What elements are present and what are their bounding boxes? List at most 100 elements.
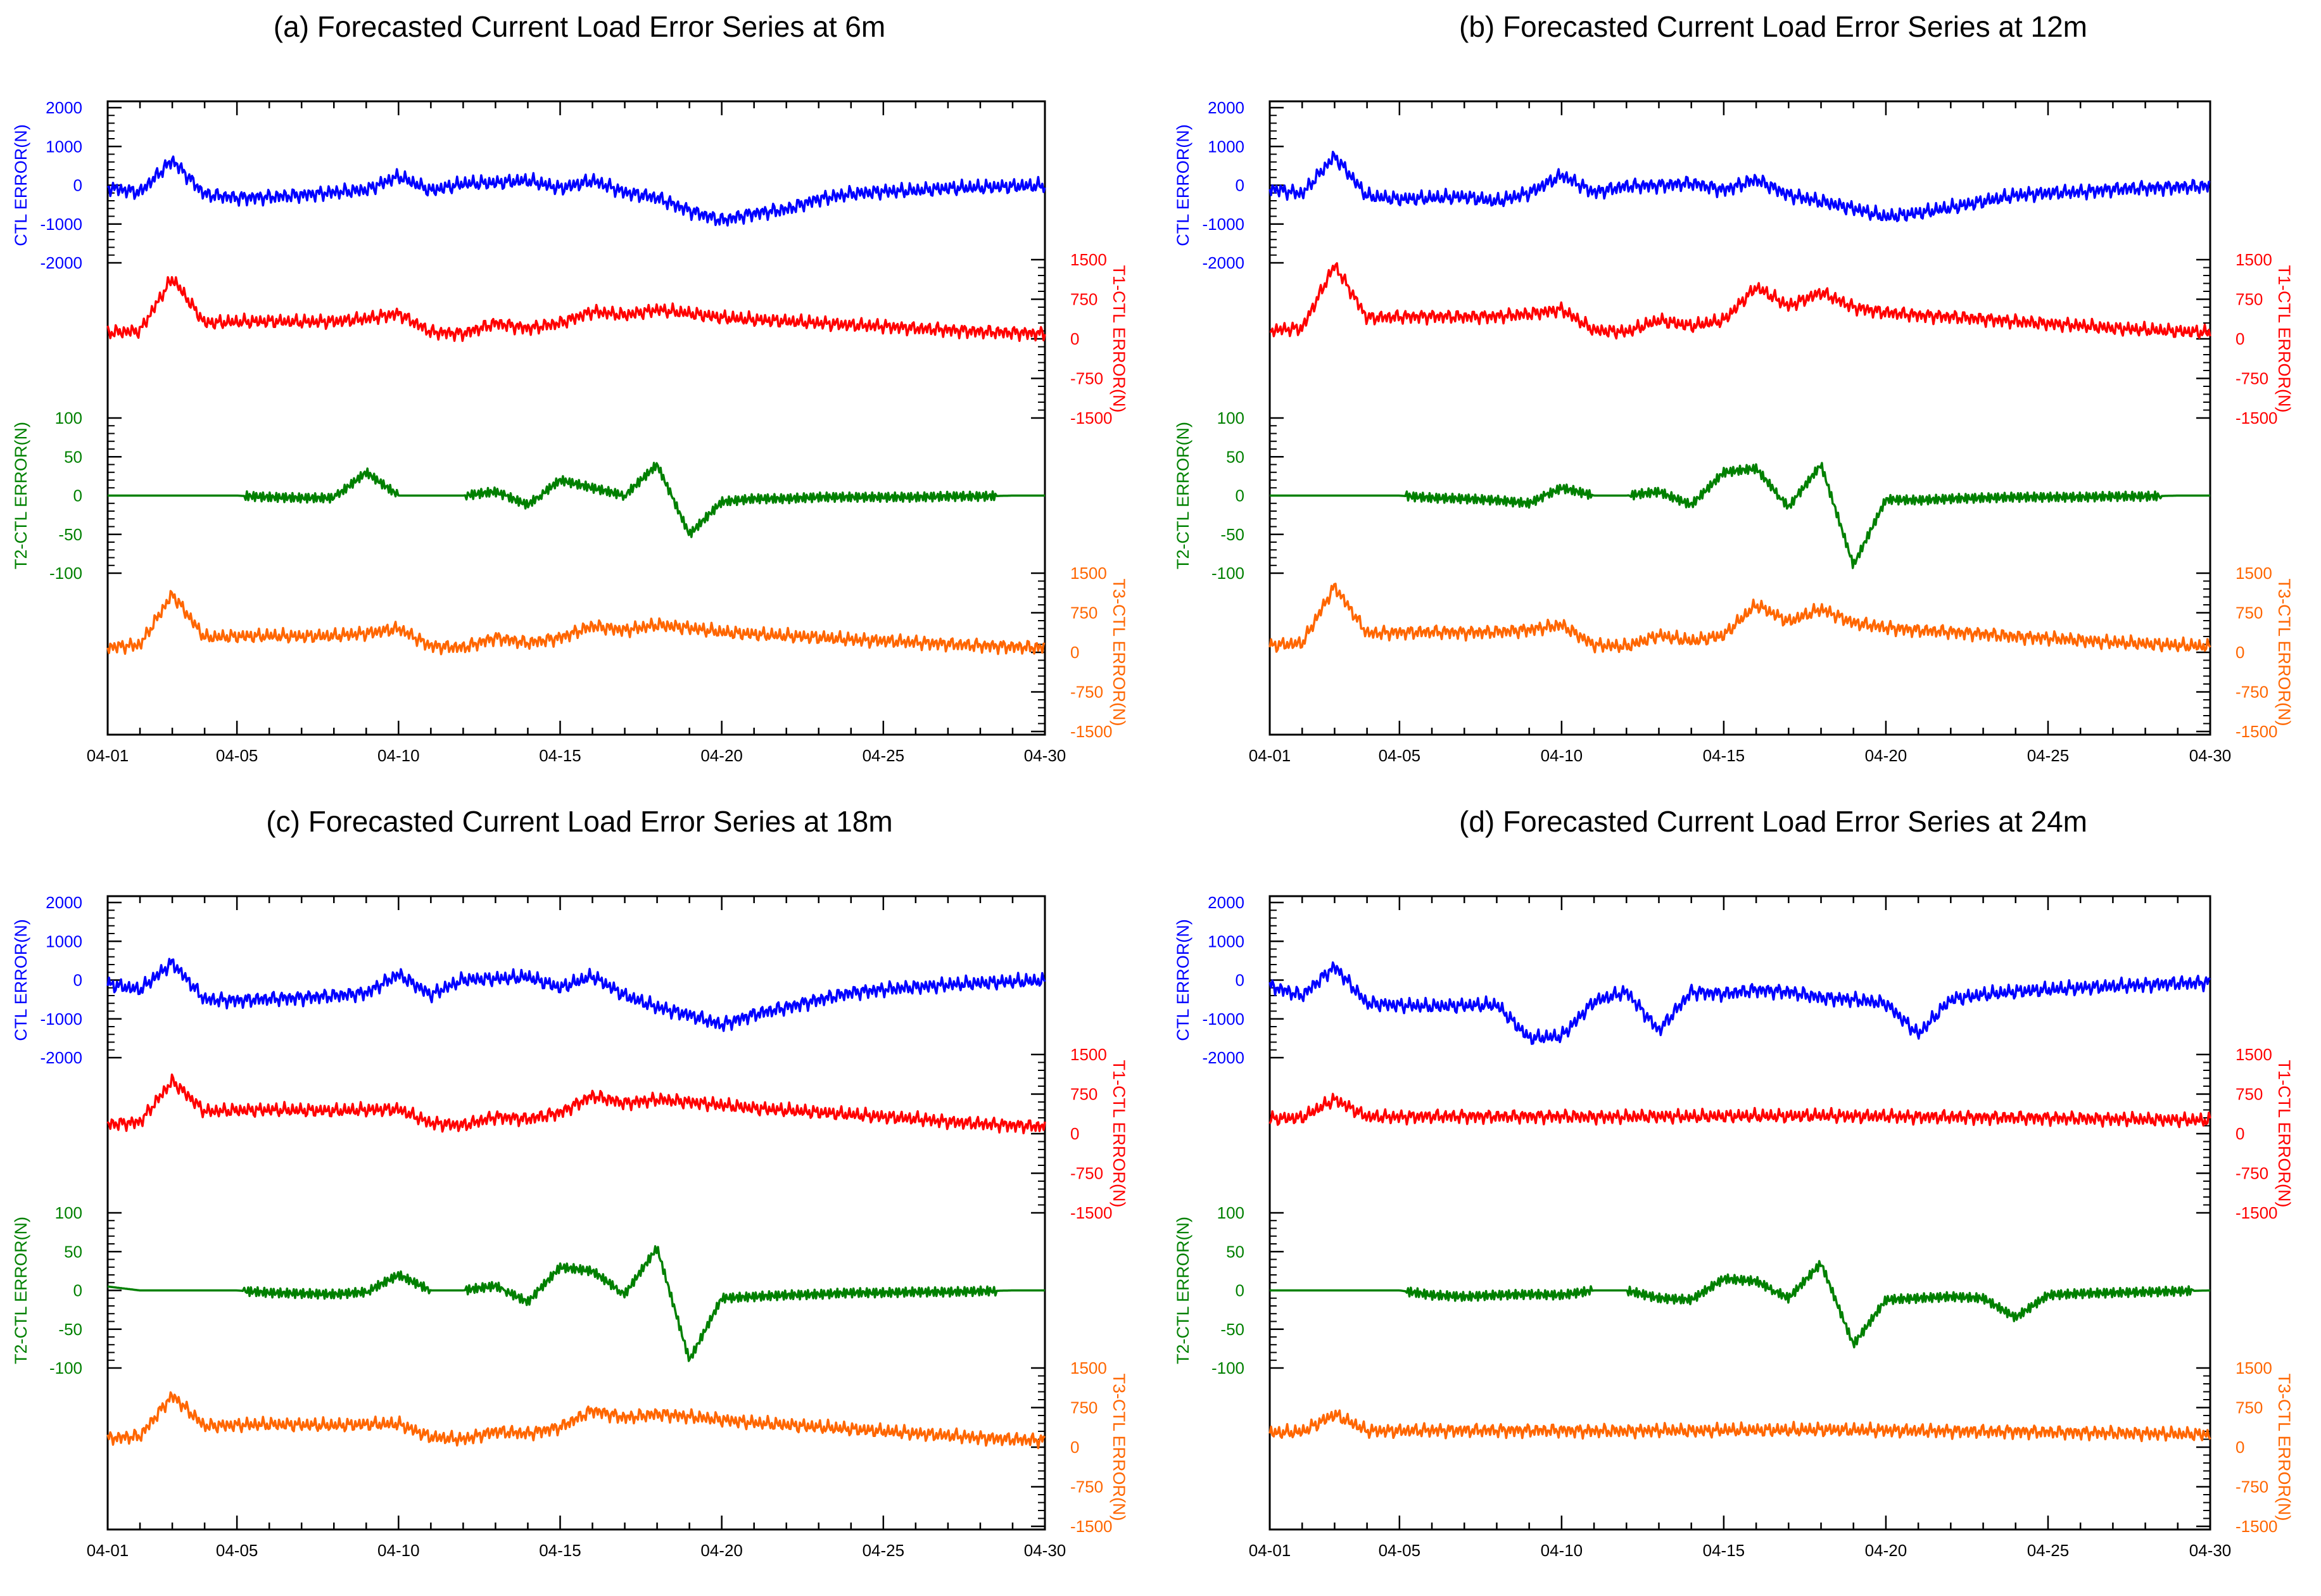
t1-axis-label: T1-CTL ERROR(N) xyxy=(1110,265,1129,413)
x-tick-label: 04-15 xyxy=(539,1541,581,1560)
t1-y-tick-label: 0 xyxy=(2236,329,2244,348)
t2-y-tick-label: -50 xyxy=(1220,525,1244,544)
x-tick-label: 04-20 xyxy=(700,1541,743,1560)
t2-series-line xyxy=(1270,1260,2211,1349)
ctl-y-tick-label: 0 xyxy=(1236,176,1244,195)
t1-series-line xyxy=(106,276,1046,342)
t1-series-line xyxy=(106,1073,1046,1135)
ctl-series-line xyxy=(106,958,1046,1032)
t2-y-tick-label: 100 xyxy=(1217,408,1244,428)
ctl-series-line xyxy=(1268,961,2211,1045)
x-tick-label: 04-10 xyxy=(377,1541,420,1560)
t2-y-tick-label: 50 xyxy=(64,447,82,466)
x-tick-label: 04-15 xyxy=(539,746,581,765)
t1-y-tick-label: -1500 xyxy=(2236,1203,2278,1222)
t3-series-line xyxy=(1268,1409,2211,1443)
t3-axis-label: T3-CTL ERROR(N) xyxy=(2275,579,2294,726)
t3-y-tick-label: 0 xyxy=(1070,643,1079,662)
t1-y-tick-label: -1500 xyxy=(1070,1203,1113,1222)
t2-y-tick-label: 0 xyxy=(73,486,82,505)
t1-series-line xyxy=(1269,262,2211,340)
ctl-y-tick-label: -2000 xyxy=(1203,1048,1245,1067)
t3-series-line xyxy=(106,1391,1046,1450)
t1-axis-label: T1-CTL ERROR(N) xyxy=(2275,1060,2294,1208)
t3-y-tick-label: -1500 xyxy=(2236,1517,2278,1536)
chart-panel-4: (d) Forecasted Current Load Error Series… xyxy=(1173,805,2294,1560)
t3-y-tick-label: -1500 xyxy=(1070,1517,1113,1536)
ctl-y-tick-label: -1000 xyxy=(41,1010,83,1029)
ctl-y-tick-label: -2000 xyxy=(41,253,83,272)
t3-y-tick-label: 750 xyxy=(1070,1398,1097,1417)
x-tick-label: 04-01 xyxy=(1249,1541,1291,1560)
t3-y-tick-label: 0 xyxy=(2236,643,2244,662)
t3-y-tick-label: -750 xyxy=(1070,1478,1103,1497)
ctl-y-tick-label: 2000 xyxy=(1208,893,1244,912)
ctl-y-tick-label: 1000 xyxy=(1208,137,1244,156)
ctl-y-tick-label: -2000 xyxy=(1203,253,1245,272)
t3-axis-label: T3-CTL ERROR(N) xyxy=(1110,1374,1129,1521)
t2-y-tick-label: -100 xyxy=(1211,564,1244,583)
t3-y-tick-label: 750 xyxy=(2236,1398,2263,1417)
t1-axis-label: T1-CTL ERROR(N) xyxy=(1110,1060,1129,1208)
t1-y-tick-label: 750 xyxy=(1070,290,1097,309)
x-tick-label: 04-05 xyxy=(1379,1541,1421,1560)
t3-y-tick-label: -1500 xyxy=(2236,722,2278,741)
t2-axis-label: T2-CTL ERROR(N) xyxy=(1173,422,1192,569)
ctl-y-tick-label: -1000 xyxy=(1203,1010,1245,1029)
ctl-y-tick-label: 1000 xyxy=(46,932,82,951)
t1-series-line xyxy=(1268,1092,2211,1129)
t2-series-line xyxy=(1270,462,2210,569)
t2-axis-label: T2-CTL ERROR(N) xyxy=(11,422,30,569)
ctl-y-tick-label: -1000 xyxy=(41,215,83,234)
t1-y-tick-label: 750 xyxy=(2236,1085,2263,1104)
t1-y-tick-label: 1500 xyxy=(2236,1045,2272,1064)
t1-y-tick-label: -750 xyxy=(2236,369,2268,388)
panel-title: (b) Forecasted Current Load Error Series… xyxy=(1459,10,2087,43)
x-tick-label: 04-20 xyxy=(700,746,743,765)
ctl-y-tick-label: 2000 xyxy=(1208,98,1244,117)
t1-y-tick-label: 750 xyxy=(1070,1085,1097,1104)
t3-y-tick-label: -750 xyxy=(2236,683,2268,702)
t2-y-tick-label: 50 xyxy=(64,1242,82,1261)
ctl-axis-label: CTL ERROR(N) xyxy=(1173,919,1192,1041)
t1-y-tick-label: 750 xyxy=(2236,290,2263,309)
t3-y-tick-label: 0 xyxy=(1070,1438,1079,1457)
panel-title: (c) Forecasted Current Load Error Series… xyxy=(266,805,892,838)
chart-panel-3: (c) Forecasted Current Load Error Series… xyxy=(11,805,1129,1560)
t2-y-tick-label: 0 xyxy=(73,1281,82,1300)
x-tick-label: 04-15 xyxy=(1703,746,1745,765)
t1-y-tick-label: 1500 xyxy=(2236,250,2272,269)
x-tick-label: 04-05 xyxy=(216,1541,258,1560)
t1-y-tick-label: -1500 xyxy=(1070,408,1113,428)
ctl-y-tick-label: 0 xyxy=(73,971,82,990)
t3-y-tick-label: -750 xyxy=(2236,1478,2268,1497)
t3-y-tick-label: 1500 xyxy=(1070,564,1107,583)
t2-y-tick-label: -50 xyxy=(58,1320,82,1339)
x-tick-label: 04-25 xyxy=(863,1541,905,1560)
ctl-y-tick-label: 2000 xyxy=(46,98,82,117)
t3-y-tick-label: 1500 xyxy=(2236,564,2272,583)
t2-y-tick-label: -50 xyxy=(58,525,82,544)
t2-y-tick-label: 0 xyxy=(1236,486,1244,505)
ctl-y-tick-label: -1000 xyxy=(1203,215,1245,234)
t1-y-tick-label: 1500 xyxy=(1070,1045,1107,1064)
t2-y-tick-label: 50 xyxy=(1226,447,1244,466)
ctl-series-line xyxy=(1268,150,2211,222)
t3-y-tick-label: -1500 xyxy=(1070,722,1113,741)
t2-series-line xyxy=(108,462,1045,538)
ctl-axis-label: CTL ERROR(N) xyxy=(11,124,30,246)
t2-y-tick-label: 0 xyxy=(1236,1281,1244,1300)
x-tick-label: 04-05 xyxy=(216,746,258,765)
t1-y-tick-label: -1500 xyxy=(2236,408,2278,428)
x-tick-label: 04-01 xyxy=(87,746,129,765)
t3-y-tick-label: -750 xyxy=(1070,683,1103,702)
t1-y-tick-label: 0 xyxy=(1070,1124,1079,1143)
ctl-y-tick-label: 1000 xyxy=(46,137,82,156)
x-tick-label: 04-10 xyxy=(1541,1541,1583,1560)
chart-panel-2: (b) Forecasted Current Load Error Series… xyxy=(1173,10,2294,765)
t2-y-tick-label: -100 xyxy=(49,1358,82,1378)
t1-y-tick-label: -750 xyxy=(1070,369,1103,388)
t2-axis-label: T2-CTL ERROR(N) xyxy=(11,1217,30,1364)
x-tick-label: 04-15 xyxy=(1703,1541,1745,1560)
